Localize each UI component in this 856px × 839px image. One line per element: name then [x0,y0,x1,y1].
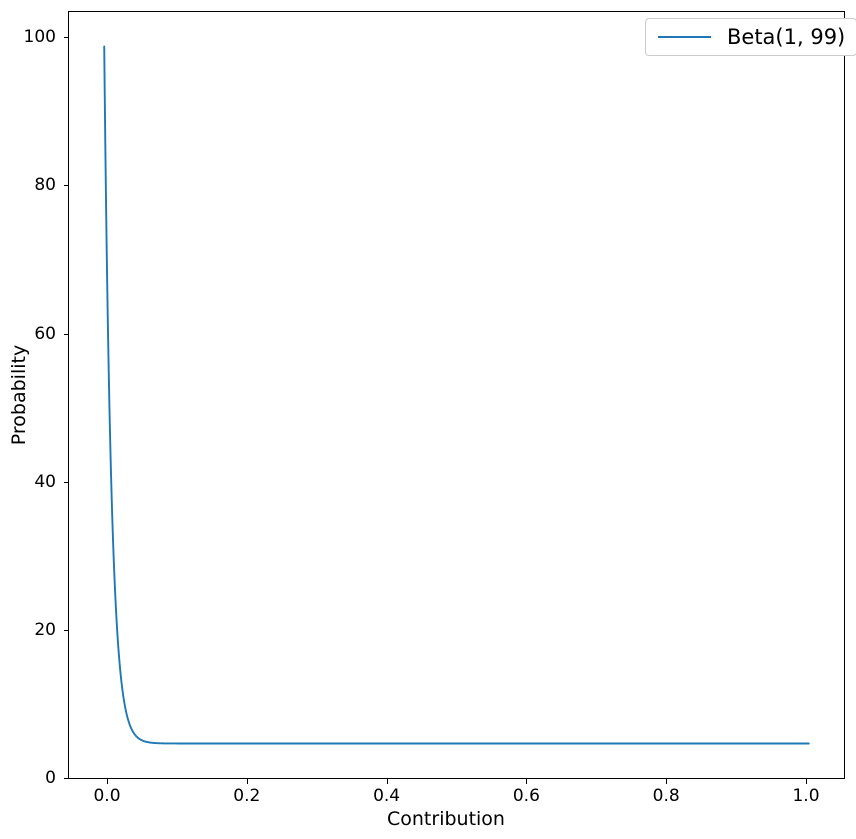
ytick-label-2: 40 [34,471,56,492]
ytick-label-4: 80 [34,175,56,196]
plot-canvas [69,12,844,778]
xtick-label-4: 0.8 [652,786,680,806]
plot-area [68,11,845,779]
y-axis-label-text: Probability [8,344,30,446]
xtick-mark [107,779,109,784]
xtick-mark [246,779,248,784]
ytick-label-3: 60 [34,323,56,344]
x-axis-label-text: Contribution [387,808,505,830]
xtick-label-5: 1.0 [792,786,820,806]
xtick-mark [806,779,808,784]
line-series-beta-1-99 [104,46,809,743]
ytick-label-1: 20 [34,619,56,640]
ytick-mark [63,778,68,780]
legend-line-swatch [658,28,711,46]
xtick-mark [386,779,388,784]
xtick-mark [526,779,528,784]
xtick-label-3: 0.6 [512,786,540,806]
ytick-mark [63,481,68,483]
xtick-label-2: 0.4 [373,786,401,806]
ytick-mark [63,185,68,187]
xtick-label-0: 0.0 [93,786,121,806]
y-axis-label: Probability [6,0,32,790]
x-axis-label: Contribution [0,808,856,830]
xtick-mark [666,779,668,784]
ytick-mark [63,37,68,39]
xtick-label-1: 0.2 [233,786,261,806]
ytick-label-5: 100 [23,27,56,48]
ytick-mark [63,629,68,631]
ytick-mark [63,333,68,335]
ytick-label-0: 0 [45,768,56,789]
legend[interactable]: Beta(1, 99) [645,18,856,56]
legend-entry-label: Beta(1, 99) [727,25,846,49]
